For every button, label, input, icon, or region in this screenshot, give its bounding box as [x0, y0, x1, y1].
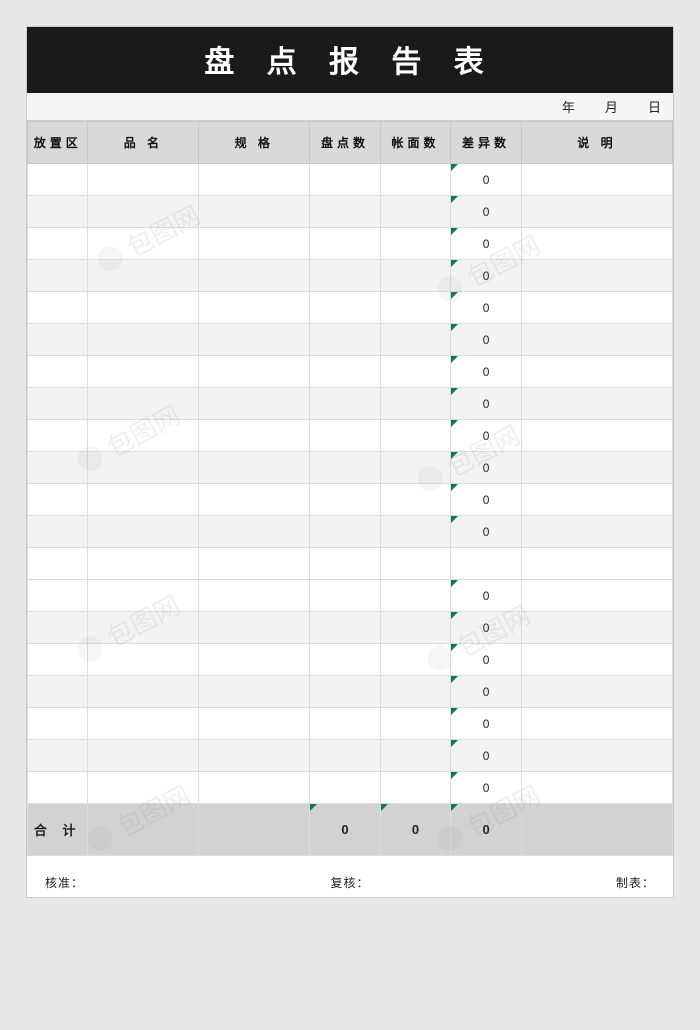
diff-cell: 0 — [451, 324, 522, 356]
diff-cell: 0 — [451, 516, 522, 548]
month-label: 月 — [605, 100, 620, 115]
total-count: 0 — [310, 804, 381, 856]
column-header: 放置区 — [28, 122, 88, 164]
diff-cell: 0 — [451, 644, 522, 676]
table-row: 0 — [28, 164, 673, 196]
diff-cell: 0 — [451, 772, 522, 804]
diff-cell: 0 — [451, 420, 522, 452]
table-row: 0 — [28, 516, 673, 548]
diff-cell: 0 — [451, 292, 522, 324]
inventory-report-sheet: 盘 点 报 告 表 年 月 日 放置区品 名规 格盘点数帐面数差异数说 明 00… — [26, 26, 674, 898]
day-label: 日 — [648, 100, 663, 115]
table-row: 0 — [28, 196, 673, 228]
table-row — [28, 548, 673, 580]
date-row: 年 月 日 — [27, 93, 673, 121]
diff-cell: 0 — [451, 260, 522, 292]
table-row: 0 — [28, 420, 673, 452]
diff-cell: 0 — [451, 580, 522, 612]
table-row: 0 — [28, 356, 673, 388]
signature-row: 核准： 复核： 制表： — [27, 856, 673, 897]
column-header: 帐面数 — [380, 122, 451, 164]
year-label: 年 — [562, 100, 577, 115]
table-row: 0 — [28, 740, 673, 772]
column-header: 规 格 — [199, 122, 310, 164]
diff-cell: 0 — [451, 196, 522, 228]
review-label: 复核： — [330, 874, 369, 891]
table-row: 0 — [28, 260, 673, 292]
table-row: 0 — [28, 708, 673, 740]
table-row: 0 — [28, 292, 673, 324]
total-book: 0 — [380, 804, 451, 856]
diff-cell: 0 — [451, 356, 522, 388]
total-row: 合 计 0 0 0 — [28, 804, 673, 856]
diff-cell: 0 — [451, 228, 522, 260]
total-diff: 0 — [451, 804, 522, 856]
page-title: 盘 点 报 告 表 — [27, 27, 673, 93]
column-header: 说 明 — [521, 122, 672, 164]
column-header: 差异数 — [451, 122, 522, 164]
diff-cell: 0 — [451, 388, 522, 420]
table-row: 0 — [28, 388, 673, 420]
table-row: 0 — [28, 612, 673, 644]
diff-cell: 0 — [451, 676, 522, 708]
column-header: 品 名 — [88, 122, 199, 164]
approve-label: 核准： — [45, 874, 84, 891]
diff-cell: 0 — [451, 708, 522, 740]
table-header-row: 放置区品 名规 格盘点数帐面数差异数说 明 — [28, 122, 673, 164]
table-row: 0 — [28, 772, 673, 804]
diff-cell: 0 — [451, 484, 522, 516]
column-header: 盘点数 — [310, 122, 381, 164]
diff-cell: 0 — [451, 452, 522, 484]
table-row: 0 — [28, 676, 673, 708]
diff-cell: 0 — [451, 164, 522, 196]
table-row: 0 — [28, 324, 673, 356]
table-row: 0 — [28, 580, 673, 612]
maker-label: 制表： — [616, 874, 655, 891]
table-row: 0 — [28, 644, 673, 676]
table-row: 0 — [28, 228, 673, 260]
total-label: 合 计 — [28, 804, 88, 856]
table-row: 0 — [28, 484, 673, 516]
diff-cell — [451, 548, 522, 580]
inventory-table: 放置区品 名规 格盘点数帐面数差异数说 明 000000000000000000… — [27, 121, 673, 856]
diff-cell: 0 — [451, 612, 522, 644]
diff-cell: 0 — [451, 740, 522, 772]
table-row: 0 — [28, 452, 673, 484]
